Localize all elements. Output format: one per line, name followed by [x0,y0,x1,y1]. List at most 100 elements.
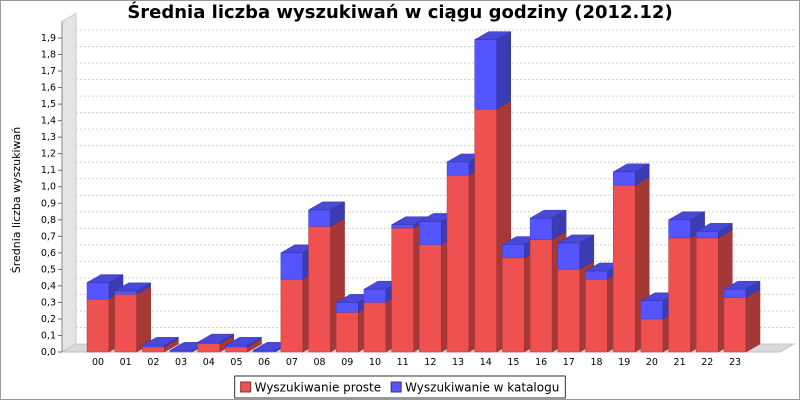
bar-top [224,337,263,346]
bar-top [196,333,235,343]
bar-segment-catalog-front [557,242,581,270]
bar-segment-catalog-front [363,288,387,303]
bar-segment-simple-front [86,298,110,353]
x-tick-label: 14 [480,357,492,368]
bar-segment-simple-front [474,108,497,353]
x-tick-label: 23 [729,357,741,368]
x-tick-label: 09 [341,357,353,368]
bar-segment-simple-front [114,293,137,353]
x-tick-label: 07 [286,357,298,368]
bar-segment-simple-front [585,279,608,353]
x-tick-label: 21 [674,357,686,368]
bar-top [529,209,568,219]
bar-segment-simple-front [502,257,525,353]
bar-top [141,337,180,346]
y-tick-label: 1,3 [41,132,56,143]
y-tick-label: 0,6 [41,248,56,259]
bar-segment-catalog-front [280,252,304,280]
x-tick-label: 08 [314,357,326,368]
bar-top [86,274,124,283]
bar-segment-catalog-front [529,217,553,240]
bar-top [723,280,761,290]
bar-segment-simple-front [557,269,581,353]
bar-segment-simple-front [280,279,304,353]
bar-segment-simple-front [336,312,359,353]
bar-segment-simple-front [696,237,719,353]
bar-segment-simple-front [363,302,387,353]
bar-segment-simple-front [723,297,747,353]
bar-segment-simple-front [668,237,691,353]
bar-segment-simple-front [446,174,470,353]
y-tick-label: 1,2 [41,149,56,160]
legend-swatch-simple [240,381,252,393]
bar-top [612,163,651,173]
bar-segment-simple-front [419,244,442,353]
bar-segment-catalog-front [446,161,470,176]
bar-segment-catalog-front [86,282,110,300]
bar-top [667,211,706,221]
x-tick-label: 04 [203,357,215,368]
bar-segment-simple-side [745,289,761,353]
bar-top [307,201,346,211]
y-tick-label: 1,1 [41,165,56,176]
bar-segment-catalog-front [336,302,359,313]
bar-segment-catalog-front [668,219,691,239]
bar-segment-simple-front [640,318,664,353]
x-tick-label: 18 [590,357,602,368]
bar-top [695,223,734,232]
bar-segment-catalog-front [696,231,719,239]
bar-segment-simple-front [391,227,414,353]
y-tick-label: 1,5 [41,99,56,110]
x-tick-label: 12 [424,357,436,368]
bar-segment-simple-front [612,184,636,353]
y-tick-label: 0,7 [41,231,56,242]
x-tick-label: 22 [701,357,713,368]
x-tick-label: 00 [92,357,104,368]
bar-segment-catalog-front [723,288,747,298]
y-tick-label: 0,0 [41,347,56,358]
x-tick-label: 20 [646,357,658,368]
bar-segment-catalog-front [585,270,608,280]
x-tick-label: 13 [452,357,464,368]
x-tick-label: 19 [618,357,630,368]
y-tick-label: 0,9 [41,198,56,209]
y-tick-label: 1,8 [41,50,56,61]
x-tick-label: 02 [147,357,159,368]
y-axis-label: Średnia liczba wyszukiwań [10,127,23,274]
bar-segment-catalog-front [502,244,525,259]
bar-segment-catalog-side [496,31,511,110]
bar-top [473,31,512,40]
y-tick-label: 0,1 [41,330,56,341]
plot-area: 0,0 0,1 0,2 0,3 0,4 0,5 0,6 0,7 0,8 0,9 1,0 1,1 1,2 1… [41,12,796,368]
legend: Wyszukiwanie proste Wyszukiwanie w katalo… [234,375,566,399]
y-tick-label: 1,6 [41,83,56,94]
bar-segment-catalog-front [612,171,636,186]
x-tick-label: 05 [230,357,242,368]
x-tick-label: 01 [120,357,132,368]
bar-segment-simple-front [197,343,221,353]
y-tick-label: 0,3 [41,297,56,308]
bar-segment-catalog-front [419,221,442,245]
y-tick-label: 1,4 [41,116,56,127]
x-tick-label: 15 [507,357,519,368]
y-tick-label: 0,4 [41,281,56,292]
x-tick-label: 11 [397,357,409,368]
x-tick-label: 16 [535,357,547,368]
bar-segment-simple-front [308,226,331,353]
bar-segment-simple-front [529,239,553,353]
x-tick-label: 03 [175,357,187,368]
left-wall [61,12,77,353]
bar-top [113,282,152,292]
y-tick-label: 1,0 [41,182,56,193]
chart-title: Średnia liczba wyszukiwań w ciągu godzin… [127,1,672,23]
bar-top [556,234,595,244]
x-tick-label: 06 [258,357,270,368]
bar-segment-catalog-front [640,300,664,320]
y-tick-label: 0,5 [41,264,56,275]
y-tick-label: 0,8 [41,215,56,226]
y-tick-label: 0,2 [41,314,56,325]
legend-swatch-catalog [390,381,402,393]
x-tick-label: 10 [369,357,381,368]
